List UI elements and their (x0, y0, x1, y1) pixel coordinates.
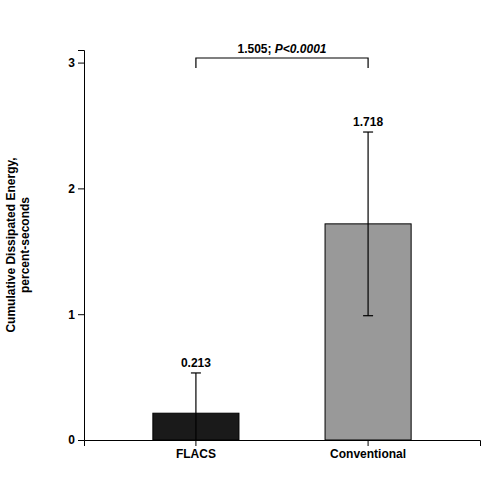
x-axis: FLACS Conventional (85, 440, 481, 461)
y-tick-line (78, 188, 84, 189)
plot: 0 1 2 3 FLACS Conventional 0.213 1.718 1.505; P<… (68, 42, 480, 461)
y-axis: 0 1 2 3 (68, 51, 84, 448)
error-bar-cap (363, 315, 373, 316)
annotation: P<0.0001 (275, 42, 327, 56)
bracket-line (196, 58, 368, 68)
y-axis-title: Cumulative Dissipated Energy,percent-sec… (4, 157, 32, 332)
significance-text: 1.505; P<0.0001 (237, 42, 326, 56)
y-tick-line (78, 440, 84, 441)
data-labels: 0.213 1.718 (181, 115, 384, 370)
y-tick-label: 2 (68, 182, 75, 196)
x-tick: Conventional (330, 440, 406, 461)
marks (153, 132, 411, 440)
annotation: 1.505; (237, 42, 274, 56)
data-label: 1.718 (353, 115, 383, 129)
y-tick: 0 (68, 433, 84, 447)
error-bar-cap (363, 131, 373, 132)
x-tick-line (195, 440, 196, 446)
x-tick-line (368, 440, 369, 446)
y-tick-label: 1 (68, 308, 75, 322)
significance-bracket (196, 58, 368, 68)
y-tick: 2 (68, 182, 84, 196)
x-tick-label: FLACS (176, 447, 216, 461)
y-tick-line (78, 63, 84, 64)
y-tick-label: 3 (68, 56, 75, 70)
error-bar (363, 132, 373, 316)
error-bar-cap (191, 372, 201, 373)
y-tick: 1 (68, 308, 84, 322)
chart: 0 1 2 3 FLACS Conventional 0.213 1.718 1.505; P<… (0, 0, 500, 484)
x-axis-line (85, 441, 481, 447)
x-tick: FLACS (176, 440, 216, 461)
x-tick-label: Conventional (330, 447, 406, 461)
error-bar-stem (367, 132, 368, 316)
y-tick: 3 (68, 56, 84, 70)
error-bar (191, 373, 201, 440)
data-label: 0.213 (181, 356, 211, 370)
y-axis-line (78, 51, 85, 441)
error-bar-stem (195, 373, 196, 440)
y-tick-label: 0 (68, 433, 75, 447)
y-tick-line (78, 314, 84, 315)
